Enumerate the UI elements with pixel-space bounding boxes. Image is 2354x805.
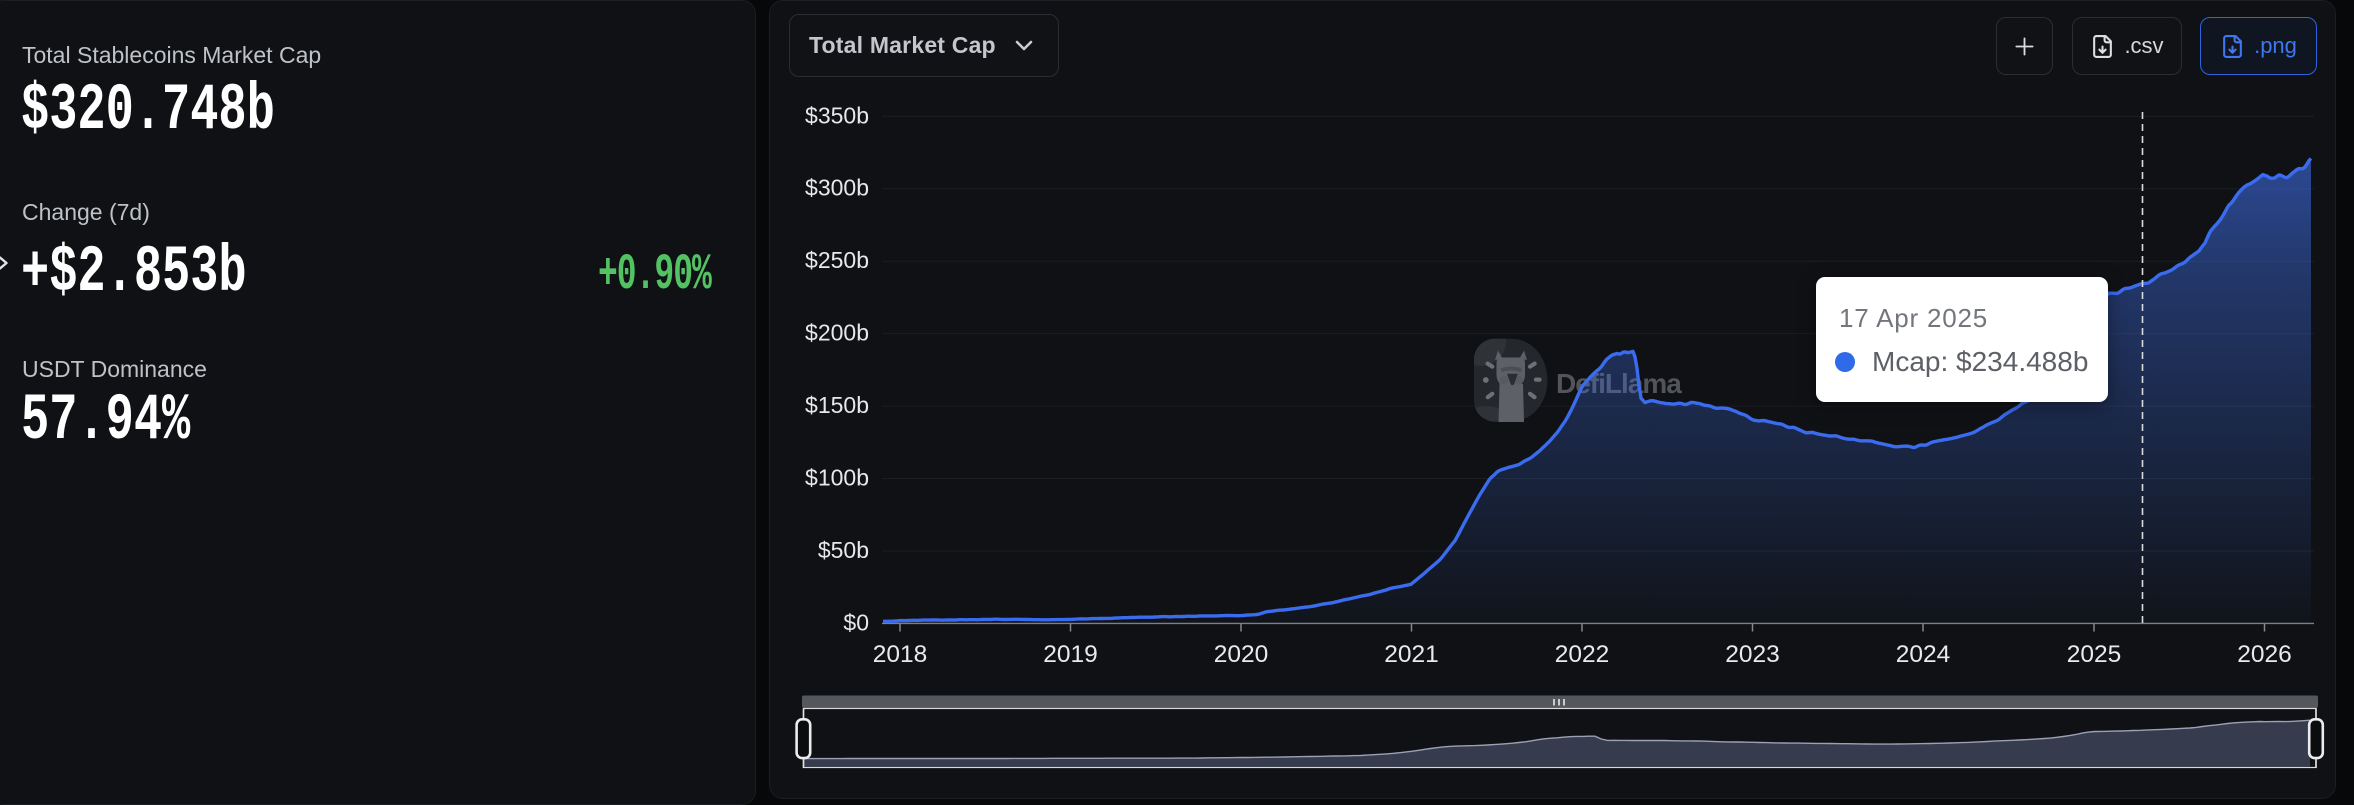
svg-text:2023: 2023: [1725, 641, 1780, 668]
svg-text:2019: 2019: [1043, 641, 1098, 668]
svg-text:2024: 2024: [1896, 641, 1951, 668]
svg-text:2022: 2022: [1555, 641, 1610, 668]
svg-text:$0: $0: [843, 609, 869, 635]
svg-text:2026: 2026: [2237, 641, 2292, 668]
svg-text:2021: 2021: [1384, 641, 1439, 668]
svg-text:$300b: $300b: [805, 175, 869, 201]
svg-text:$250b: $250b: [805, 247, 869, 273]
svg-text:$150b: $150b: [805, 392, 869, 418]
svg-text:$50b: $50b: [818, 537, 869, 563]
svg-text:$100b: $100b: [805, 465, 869, 491]
svg-text:$350b: $350b: [805, 102, 869, 128]
svg-text:$200b: $200b: [805, 320, 869, 346]
svg-text:2018: 2018: [873, 641, 928, 668]
svg-text:2025: 2025: [2067, 641, 2122, 668]
svg-text:2020: 2020: [1214, 641, 1269, 668]
